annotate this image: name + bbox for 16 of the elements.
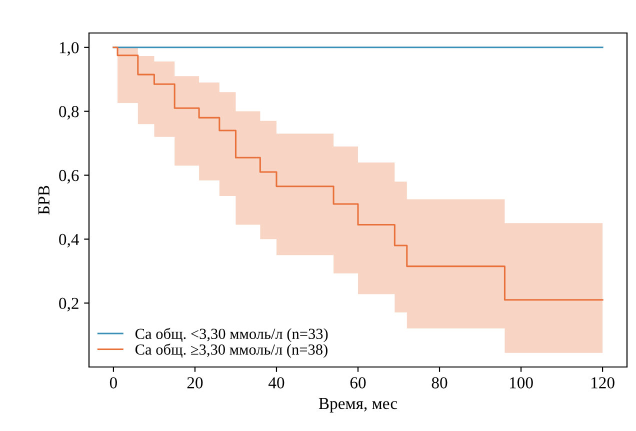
x-tick-label: 80	[432, 377, 448, 388]
y-tick-label: 1,0	[60, 42, 79, 56]
y-tick-label: 0,4	[59, 234, 80, 248]
legend-label: Ca общ. ≥3,30 ммоль/л (n=38)	[135, 344, 328, 358]
legend-label: Ca общ. <3,30 ммоль/л (n=33)	[135, 328, 328, 342]
x-tick-label: 120	[592, 377, 614, 388]
x-tick-label: 100	[510, 377, 533, 388]
x-tick-label: 60	[350, 377, 366, 388]
x-tick-label: 0	[110, 377, 117, 388]
x-tick-label: 40	[268, 377, 284, 388]
y-tick-label: 0,2	[59, 298, 78, 312]
y-tick-label: 0,8	[59, 106, 79, 120]
y-tick-label: 0,6	[59, 170, 79, 184]
x-tick-label: 20	[187, 377, 203, 388]
x-axis-title: Время, мес	[318, 398, 398, 413]
y-axis-title: БРВ	[38, 186, 50, 214]
